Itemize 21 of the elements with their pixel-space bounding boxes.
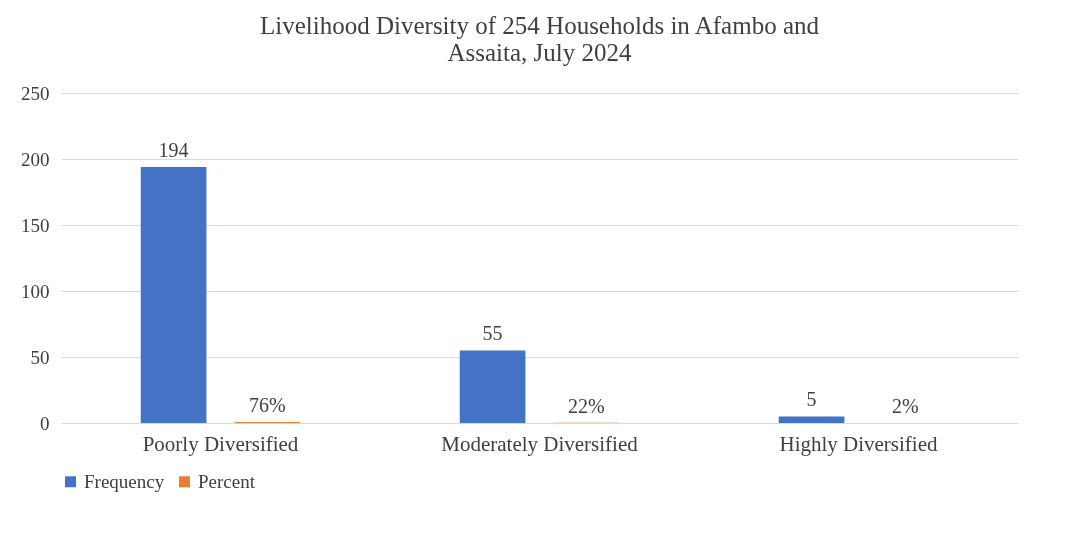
bar [140, 166, 207, 423]
y-tick-label: 200 [21, 148, 50, 170]
data-label: 5 [806, 388, 817, 411]
x-tick-label: Moderately Diversified [441, 431, 639, 456]
legend-label: Frequency [84, 470, 165, 492]
bar [778, 416, 845, 423]
y-tick-label: 50 [30, 346, 50, 368]
y-tick-label: 0 [40, 412, 50, 434]
data-label: 22% [568, 394, 605, 417]
data-label: 55 [482, 322, 503, 345]
data-label: 2% [892, 394, 919, 417]
x-tick-label: Poorly Diversified [142, 431, 299, 456]
chart-title: Livelihood Diversity of 254 Households in Afambo and Assaita, July 2024 [260, 12, 820, 66]
legend-label: Percent [198, 470, 256, 492]
bar [459, 350, 526, 423]
y-tick-label: 100 [21, 280, 50, 302]
data-label: 194 [158, 138, 189, 161]
y-tick-label: 250 [21, 82, 50, 104]
data-label: 76% [249, 394, 286, 416]
x-tick-label: Highly Diversified [779, 431, 939, 456]
y-tick-label: 150 [21, 214, 50, 236]
